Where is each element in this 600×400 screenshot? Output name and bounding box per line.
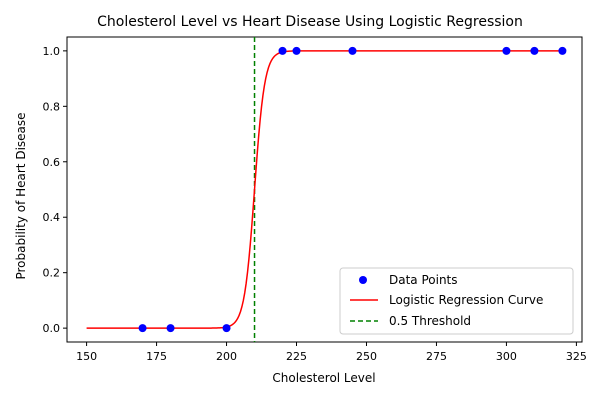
y-tick-label: 0.6 (43, 156, 61, 169)
x-tick-label: 300 (496, 350, 517, 363)
x-tick-label: 150 (76, 350, 97, 363)
legend-marker-data-points (359, 276, 367, 284)
x-tick-label: 225 (286, 350, 307, 363)
x-tick-label: 250 (356, 350, 377, 363)
legend-label-logistic-curve: Logistic Regression Curve (389, 293, 543, 307)
x-axis-label: Cholesterol Level (272, 371, 375, 385)
y-tick-label: 0.0 (43, 322, 61, 335)
data-point (138, 324, 147, 333)
logistic-curve-line (86, 50, 563, 329)
y-axis: 0.0 0.2 0.4 0.6 0.8 1.0 (43, 45, 67, 335)
chart-title: Cholesterol Level vs Heart Disease Using… (97, 14, 523, 30)
axes-frame (66, 36, 583, 343)
data-point (222, 324, 231, 333)
y-axis-label: Probability of Heart Disease (14, 112, 28, 279)
legend: Data Points Logistic Regression Curve 0.… (339, 267, 574, 335)
data-point (166, 324, 175, 333)
plot-area: 150 175 200 225 250 275 300 325 0.0 0.2 0.4 0.6 0.8… (43, 36, 587, 363)
y-tick-label: 0.4 (43, 211, 61, 224)
x-tick-label: 175 (146, 350, 167, 363)
y-tick-label: 0.8 (43, 100, 61, 113)
series-layer (86, 37, 567, 342)
data-point (558, 46, 567, 55)
y-tick-label: 0.2 (43, 267, 61, 280)
x-axis: 150 175 200 225 250 275 300 325 (76, 342, 587, 363)
x-tick-label: 325 (566, 350, 587, 363)
data-point (502, 46, 511, 55)
data-point (348, 46, 357, 55)
legend-label-threshold: 0.5 Threshold (389, 314, 471, 328)
legend-label-data-points: Data Points (389, 273, 458, 287)
legend-box (339, 267, 574, 335)
x-tick-label: 200 (216, 350, 237, 363)
y-tick-label: 1.0 (43, 45, 61, 58)
data-point (292, 46, 301, 55)
data-point (530, 46, 539, 55)
data-point (278, 46, 287, 55)
x-tick-label: 275 (426, 350, 447, 363)
